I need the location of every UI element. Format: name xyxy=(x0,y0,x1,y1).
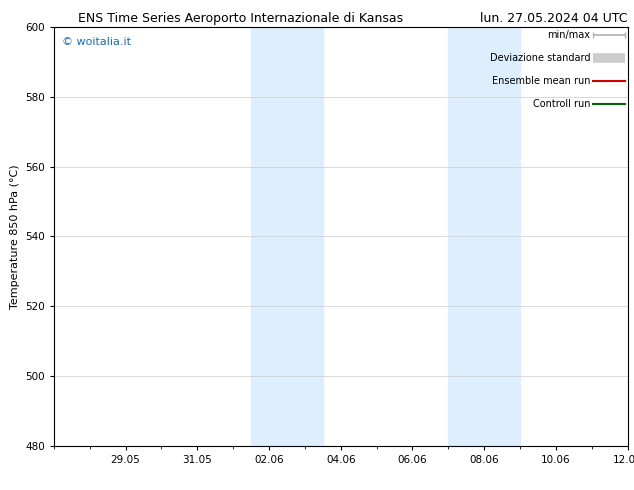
Text: © woitalia.it: © woitalia.it xyxy=(63,37,131,48)
Bar xyxy=(448,27,520,446)
Line: 2 pts: 2 pts xyxy=(590,32,628,39)
Text: Deviazione standard: Deviazione standard xyxy=(490,53,590,63)
Y-axis label: Temperature 850 hPa (°C): Temperature 850 hPa (°C) xyxy=(10,164,20,309)
Text: Controll run: Controll run xyxy=(533,99,590,109)
Text: min/max: min/max xyxy=(547,30,590,40)
Bar xyxy=(251,27,323,446)
Text: Ensemble mean run: Ensemble mean run xyxy=(492,76,590,86)
Text: lun. 27.05.2024 04 UTC: lun. 27.05.2024 04 UTC xyxy=(480,12,628,25)
Text: ENS Time Series Aeroporto Internazionale di Kansas: ENS Time Series Aeroporto Internazionale… xyxy=(79,12,403,25)
